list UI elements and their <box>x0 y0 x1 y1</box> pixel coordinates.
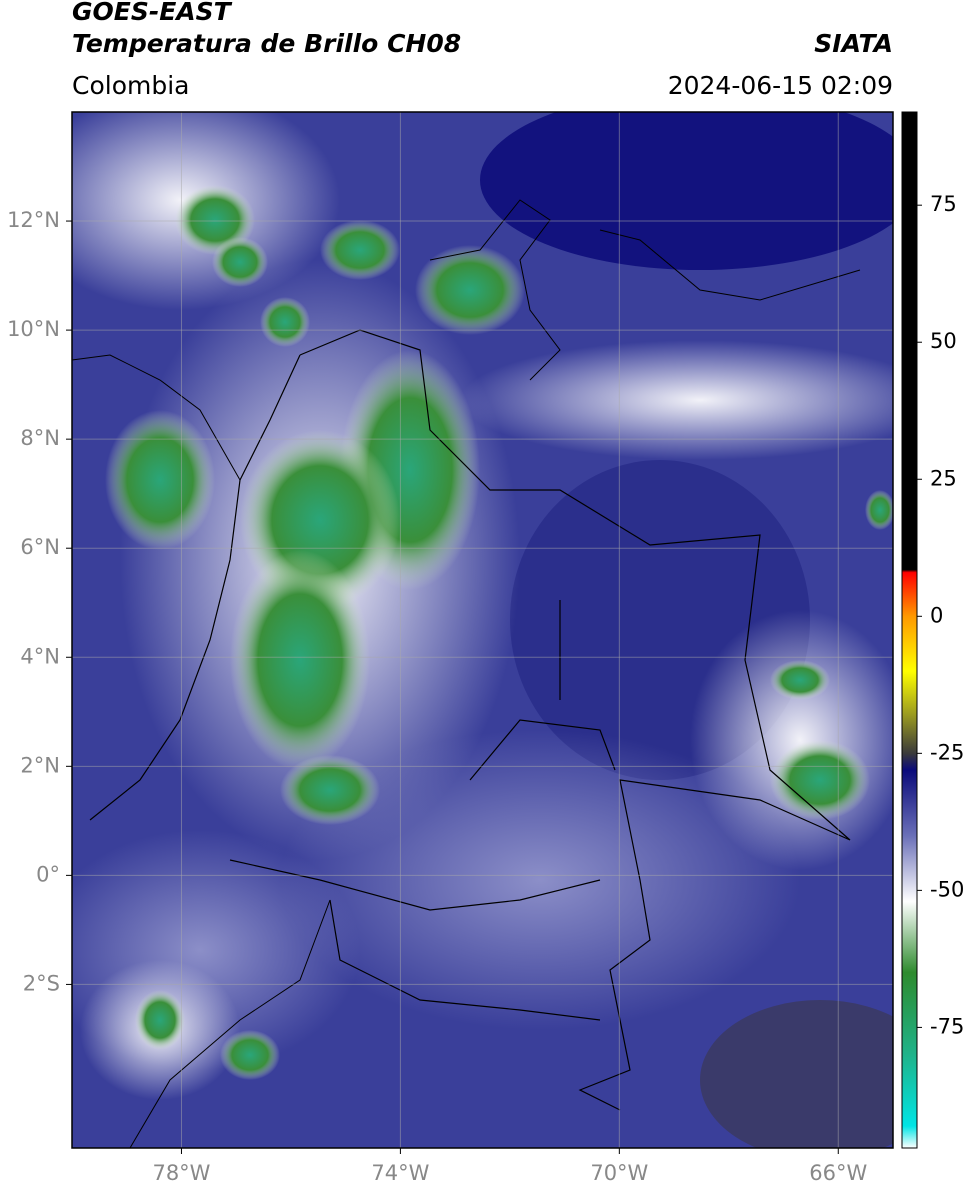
y-tick-label: 2°N <box>20 753 60 777</box>
x-tick-label: 66°W <box>809 1161 867 1185</box>
x-tick-label: 70°W <box>590 1161 648 1185</box>
region: Colombia <box>72 71 189 100</box>
colorbar-tick-label: -25 <box>930 740 964 764</box>
y-tick-label: 12°N <box>7 208 60 232</box>
colorbar-tick-label: -75 <box>930 1014 964 1038</box>
colorbar-tick-label: 75 <box>930 192 957 216</box>
colorbar-tick-label: 50 <box>930 329 957 353</box>
y-tick-label: 8°N <box>20 426 60 450</box>
title: GOES-EAST <box>72 0 233 26</box>
datetime: 2024-06-15 02:09 <box>668 71 893 100</box>
grid <box>72 112 893 1148</box>
colorbar-tick-label: -50 <box>930 877 964 901</box>
y-tick-label: 0° <box>36 862 60 886</box>
map-frame <box>71 111 894 1149</box>
y-tick-label: 6°N <box>20 535 60 559</box>
y-tick-label: 2°S <box>23 971 60 995</box>
y-tick-label: 4°N <box>20 644 60 668</box>
x-tick-label: 78°W <box>152 1161 210 1185</box>
subtitle: Temperatura de Brillo CH08 <box>72 29 461 58</box>
colorbar-tick-label: 0 <box>930 603 943 627</box>
colorbar <box>901 111 918 1149</box>
source: SIATA <box>814 29 893 58</box>
y-tick-label: 10°N <box>7 317 60 341</box>
colorbar-tick-label: 25 <box>930 466 957 490</box>
x-tick-label: 74°W <box>371 1161 429 1185</box>
satellite-image <box>72 112 893 1148</box>
